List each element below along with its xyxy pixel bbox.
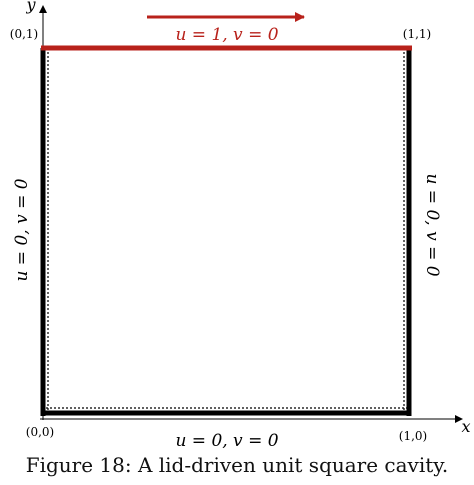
corner-label-bottom-right: (1,0) (399, 429, 427, 443)
corner-label-top-left: (0,1) (10, 27, 38, 41)
bottom-boundary-condition: u = 0, v = 0 (175, 431, 278, 451)
top-boundary-condition: u = 1, v = 0 (175, 25, 278, 45)
corner-label-bottom-left: (0,0) (26, 425, 54, 439)
figure-caption: Figure 18: A lid-driven unit square cavi… (25, 453, 449, 477)
right-boundary-condition: u = 0, v = 0 (422, 173, 442, 276)
y-axis-label: y (25, 0, 36, 14)
left-boundary-condition: u = 0, v = 0 (12, 178, 32, 281)
corner-label-top-right: (1,1) (403, 27, 431, 41)
x-axis-label: x (461, 417, 470, 436)
